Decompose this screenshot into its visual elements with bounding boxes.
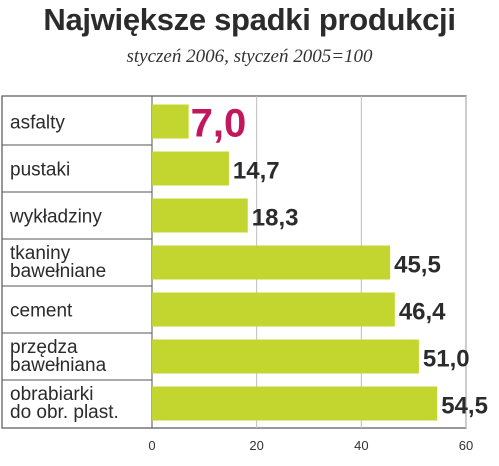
bar: [152, 292, 395, 327]
category-label: asfalty: [10, 113, 65, 134]
x-tick-label: 60: [459, 438, 473, 453]
value-label: 18,3: [252, 205, 299, 232]
category-label: przędza bawełniana: [10, 337, 107, 376]
x-tick-label: 20: [249, 438, 263, 453]
category-label: cement: [10, 301, 73, 322]
bar: [152, 151, 229, 186]
bar: [152, 339, 419, 374]
bar: [152, 198, 248, 233]
value-label: 14,7: [233, 158, 280, 185]
bar: [152, 245, 391, 280]
chart-title: Największe spadki produkcji: [43, 2, 456, 37]
category-label: pustaki: [10, 160, 70, 181]
value-label: 46,4: [399, 299, 446, 326]
category-label: obrabiarki do obr. plast.: [10, 384, 119, 423]
value-label: 45,5: [394, 252, 441, 279]
bar: [152, 104, 189, 139]
x-tick-label: 40: [354, 438, 368, 453]
value-label: 7,0: [191, 102, 247, 146]
bar: [152, 386, 438, 421]
value-label: 54,5: [441, 393, 488, 420]
x-tick-label: 0: [148, 438, 155, 453]
chart-subtitle: styczeń 2006, styczeń 2005=100: [126, 46, 373, 67]
category-label: wykładziny: [9, 207, 102, 228]
value-label: 51,0: [423, 346, 470, 373]
category-label: tkaniny bawełniane: [10, 243, 106, 282]
